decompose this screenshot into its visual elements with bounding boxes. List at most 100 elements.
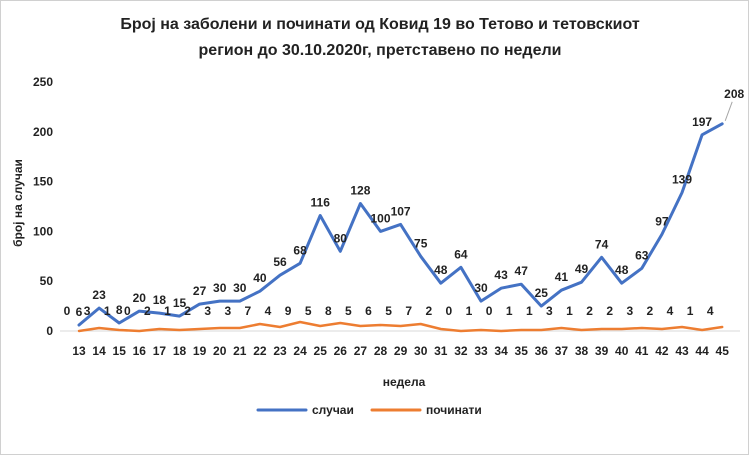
data-label-cases-36: 25: [535, 286, 549, 300]
x-axis-ticks: 13 14 15 16 17 18 19 20 21 22 23 24 25 26 27 28 29 30 31 32…: [72, 344, 729, 358]
data-label-deaths-15: 1: [104, 304, 111, 318]
x-tick-label-26: 26: [334, 344, 348, 358]
y-tick-label-2: 100: [33, 224, 53, 238]
data-label-cases-25: 116: [311, 195, 331, 209]
x-tick-label-37: 37: [555, 344, 569, 358]
data-label-deaths-26: 8: [325, 304, 332, 318]
data-label-deaths-45: 4: [707, 304, 714, 318]
x-tick-label-19: 19: [193, 344, 207, 358]
data-label-cases-31: 48: [434, 263, 448, 277]
leader-line-cases-45: [724, 101, 733, 122]
data-label-cases-15: 8: [116, 303, 123, 317]
x-tick-label-13: 13: [72, 344, 86, 358]
data-label-deaths-41: 3: [626, 304, 633, 318]
data-label-deaths-36: 1: [526, 304, 533, 318]
chart-title-line1: Број на заболени и починати од Ковид 19 …: [120, 16, 639, 33]
data-label-deaths-34: 0: [486, 304, 493, 318]
data-label-cases-19: 27: [193, 284, 207, 298]
data-label-deaths-38: 1: [566, 304, 573, 318]
data-label-cases-17: 18: [153, 293, 167, 307]
x-tick-label-35: 35: [515, 344, 529, 358]
x-axis-title: недела: [383, 375, 426, 389]
x-tick-label-43: 43: [675, 344, 689, 358]
data-label-deaths-24: 9: [285, 304, 292, 318]
x-tick-label-14: 14: [92, 344, 106, 358]
series-line-cases: [77, 122, 724, 327]
data-label-cases-26: 80: [334, 231, 348, 245]
data-label-deaths-29: 5: [385, 304, 392, 318]
y-axis-title: број на случаи: [11, 159, 25, 247]
y-tick-label-3: 150: [33, 175, 53, 189]
data-label-deaths-31: 2: [425, 304, 432, 318]
x-tick-label-33: 33: [474, 344, 488, 358]
x-tick-label-38: 38: [575, 344, 589, 358]
data-label-cases-16: 20: [133, 291, 147, 305]
data-label-deaths-28: 6: [365, 304, 372, 318]
x-tick-label-15: 15: [113, 344, 127, 358]
data-label-deaths-35: 1: [506, 304, 513, 318]
series-line-deaths: [77, 320, 724, 333]
x-tick-label-42: 42: [655, 344, 669, 358]
legend: случаи починати: [256, 403, 482, 417]
data-label-cases-20: 30: [213, 281, 227, 295]
data-label-deaths-17: 2: [144, 304, 151, 318]
x-tick-label-40: 40: [615, 344, 629, 358]
x-tick-label-45: 45: [716, 344, 730, 358]
data-label-deaths-14: 3: [84, 304, 91, 318]
data-label-deaths-43: 4: [667, 304, 674, 318]
data-label-deaths-30: 7: [405, 304, 412, 318]
x-tick-label-39: 39: [595, 344, 609, 358]
data-label-deaths-16: 0: [124, 304, 131, 318]
legend-label-deaths: починати: [426, 403, 482, 417]
data-label-cases-45: 208: [724, 87, 744, 101]
data-label-deaths-13: 0: [64, 304, 71, 318]
data-label-deaths-23: 4: [265, 304, 272, 318]
x-tick-label-23: 23: [273, 344, 287, 358]
data-label-cases-44: 197: [692, 115, 712, 129]
x-tick-label-24: 24: [293, 344, 307, 358]
x-tick-label-25: 25: [314, 344, 328, 358]
x-tick-label-17: 17: [153, 344, 167, 358]
x-tick-label-32: 32: [454, 344, 468, 358]
data-label-cases-27: 128: [350, 184, 370, 198]
data-label-deaths-40: 2: [606, 304, 613, 318]
data-label-cases-34: 43: [494, 268, 508, 282]
data-label-deaths-21: 3: [224, 304, 231, 318]
data-label-deaths-22: 7: [245, 304, 252, 318]
y-axis-ticks: 0 50 100 150 200 250: [33, 75, 53, 338]
data-label-cases-30: 75: [414, 236, 428, 250]
data-label-deaths-39: 2: [586, 304, 593, 318]
y-tick-label-4: 200: [33, 125, 53, 139]
x-tick-label-36: 36: [535, 344, 549, 358]
data-label-deaths-19: 2: [184, 304, 191, 318]
x-tick-label-22: 22: [253, 344, 267, 358]
data-label-cases-22: 40: [253, 271, 267, 285]
data-label-cases-32: 64: [454, 247, 468, 261]
data-label-cases-21: 30: [233, 281, 247, 295]
data-label-deaths-27: 5: [345, 304, 352, 318]
x-tick-label-41: 41: [635, 344, 649, 358]
data-label-cases-29: 107: [391, 204, 411, 218]
data-label-cases-38: 49: [575, 262, 589, 276]
x-tick-label-27: 27: [354, 344, 368, 358]
x-tick-label-28: 28: [374, 344, 388, 358]
x-tick-label-21: 21: [233, 344, 247, 358]
data-label-cases-40: 48: [615, 263, 629, 277]
data-label-cases-43: 139: [672, 173, 692, 187]
x-tick-label-20: 20: [213, 344, 227, 358]
x-tick-label-16: 16: [133, 344, 147, 358]
x-tick-label-18: 18: [173, 344, 187, 358]
data-label-cases-24: 68: [293, 243, 307, 257]
data-label-cases-33: 30: [474, 281, 488, 295]
data-label-cases-13: 6: [76, 305, 83, 319]
data-label-cases-37: 41: [555, 270, 569, 284]
data-label-deaths-42: 2: [647, 304, 654, 318]
data-label-deaths-33: 1: [466, 304, 473, 318]
data-label-deaths-25: 5: [305, 304, 312, 318]
x-tick-label-30: 30: [414, 344, 428, 358]
y-tick-label-1: 50: [40, 274, 54, 288]
data-label-deaths-44: 1: [687, 304, 694, 318]
x-tick-label-44: 44: [695, 344, 709, 358]
